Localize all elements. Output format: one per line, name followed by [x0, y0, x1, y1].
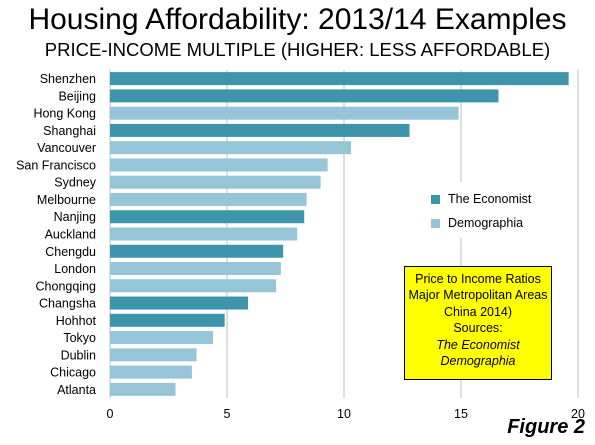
category-labels: Shenzhen Beijing Hong Kong Shanghai Vancouve… — [16, 72, 97, 397]
note-line: China 2014) — [443, 304, 513, 319]
x-tick-label: 10 — [337, 407, 351, 421]
bar-hong-kong — [110, 106, 459, 120]
legend-swatch-demographia — [431, 219, 440, 228]
category-label: Dublin — [61, 348, 96, 362]
category-label: Tokyo — [63, 331, 96, 345]
x-tick-label: 15 — [454, 407, 468, 421]
category-label: Shenzhen — [40, 72, 96, 86]
x-tick-labels: 0 5 10 15 20 — [107, 407, 585, 421]
note-source-economist: The Economist — [436, 337, 520, 352]
bar-chengdu — [110, 244, 284, 258]
bar-london — [110, 262, 281, 276]
note-line: Sources: — [453, 321, 503, 336]
legend-item-demographia: Demographia — [431, 216, 523, 230]
category-label: Chongqing — [36, 279, 97, 293]
category-label: London — [54, 262, 96, 276]
x-tick-label: 5 — [224, 407, 231, 421]
category-label: Auckland — [45, 228, 96, 242]
bar-san-francisco — [110, 158, 328, 172]
category-label: Beijing — [58, 89, 96, 103]
bar-beijing — [110, 89, 499, 103]
category-label: Melbourne — [37, 193, 96, 207]
note-line: Price to Income Ratios — [415, 272, 541, 286]
bar-sydney — [110, 175, 321, 189]
x-tick-label: 20 — [571, 407, 585, 421]
bar-shenzhen — [110, 72, 569, 86]
note-line: Major Metropolitan Areas — [408, 288, 548, 303]
category-label: Shanghai — [43, 124, 96, 138]
bar-nanjing — [110, 210, 305, 224]
bar-atlanta — [110, 382, 176, 396]
bar-chongqing — [110, 279, 277, 293]
x-tick-label: 0 — [107, 407, 114, 421]
category-label: Atlanta — [57, 383, 96, 397]
bar-hohhot — [110, 313, 225, 327]
bar-changsha — [110, 296, 249, 310]
note-source-demographia: Demographia — [440, 354, 516, 369]
category-label: Sydney — [54, 176, 96, 190]
legend-label-economist: The Economist — [448, 192, 532, 206]
bar-tokyo — [110, 331, 213, 345]
bar-melbourne — [110, 192, 307, 206]
bar-dublin — [110, 348, 197, 362]
chart-title: Housing Affordability: 2013/14 Examples — [28, 3, 567, 36]
category-label: Nanjing — [54, 210, 96, 224]
category-label: Vancouver — [37, 141, 96, 155]
category-label: Hong Kong — [33, 107, 96, 121]
bar-vancouver — [110, 141, 352, 155]
category-label: Hohhot — [56, 314, 97, 328]
figure-label: Figure 2 — [507, 416, 585, 438]
bars — [110, 72, 569, 396]
legend-swatch-economist — [431, 195, 440, 204]
category-label: Changsha — [39, 297, 96, 311]
legend-item-economist: The Economist — [431, 192, 531, 206]
legend-label-demographia: Demographia — [448, 216, 524, 230]
legend: The Economist Demographia — [420, 182, 546, 238]
category-label: Chicago — [50, 366, 96, 380]
bar-shanghai — [110, 123, 410, 137]
chart-subtitle: PRICE-INCOME MULTIPLE (HIGHER: LESS AFFO… — [44, 39, 551, 60]
sources-note: Price to Income Ratios Major Metropolita… — [404, 266, 552, 380]
category-label: San Francisco — [16, 158, 96, 172]
bar-chicago — [110, 365, 192, 379]
category-label: Chengdu — [45, 245, 96, 259]
bar-auckland — [110, 227, 298, 241]
